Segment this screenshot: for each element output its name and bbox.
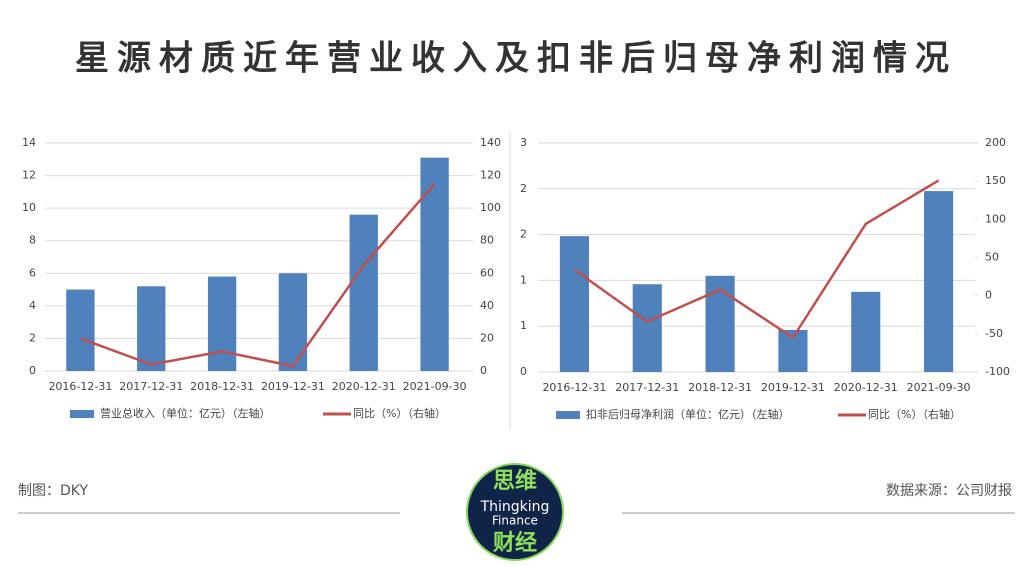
y-tick-label: 8 — [29, 234, 36, 247]
bar — [559, 236, 589, 372]
bar — [924, 191, 954, 372]
x-tick-label: 2021-09-30 — [907, 381, 971, 394]
line — [573, 179, 940, 340]
x-tick-label: 2016-12-31 — [48, 380, 112, 393]
y2-tick-label: 60 — [480, 266, 494, 279]
logo-text: 财经 — [493, 530, 537, 556]
y-tick-label: 3 — [520, 136, 527, 149]
bar — [137, 286, 166, 371]
y-tick-label: 2 — [29, 331, 36, 344]
y2-tick-label: 20 — [480, 331, 494, 344]
x-tick-label: 2020-12-31 — [332, 380, 396, 393]
x-tick-label: 2021-09-30 — [403, 380, 467, 393]
y-tick-label: 6 — [29, 266, 36, 279]
logo-circle — [466, 463, 564, 561]
y-tick-label: 12 — [22, 169, 36, 182]
y-tick-label: 1 — [520, 273, 527, 286]
x-tick-label: 2018-12-31 — [688, 381, 752, 394]
bar — [705, 275, 735, 372]
page-title: 星源材质近年营业收入及扣非后归母净利润情况 — [75, 39, 957, 79]
x-tick-label: 2019-12-31 — [761, 381, 825, 394]
legend-swatch — [70, 410, 94, 418]
x-tick-label: 2017-12-31 — [119, 380, 183, 393]
credit: 制图：DKY — [18, 483, 88, 499]
y2-tick-label: 50 — [985, 251, 999, 264]
bar — [66, 289, 95, 371]
y2-tick-label: 140 — [480, 136, 501, 149]
x-tick-label: 2017-12-31 — [615, 381, 679, 394]
y-tick-label: 4 — [29, 299, 36, 312]
logo-text: 思维 — [493, 468, 537, 494]
y2-tick-label: 100 — [985, 212, 1006, 225]
y2-tick-label: 80 — [480, 234, 494, 247]
bar — [349, 214, 378, 371]
y2-tick-label: 100 — [480, 201, 501, 214]
y2-tick-label: 0 — [480, 364, 487, 377]
legend-label: 扣非后归母净利润（单位：亿元）（左轴） — [586, 407, 790, 421]
bar — [207, 276, 237, 371]
y2-tick-label: -100 — [985, 365, 1010, 378]
y-tick-label: 2 — [520, 182, 527, 195]
x-tick-label: 2019-12-31 — [261, 380, 325, 393]
bar — [632, 284, 662, 372]
logo: 思维 Thingking Finance 财经 — [466, 463, 564, 561]
y-tick-label: 0 — [29, 364, 36, 377]
bar — [420, 157, 449, 371]
bar — [851, 291, 881, 372]
legend-label: 同比（%）（右轴） — [868, 407, 961, 421]
y-tick-label: 0 — [520, 365, 527, 378]
y-tick-label: 14 — [22, 136, 36, 149]
y2-tick-label: -50 — [985, 327, 1003, 340]
source: 数据来源：公司财报 — [886, 483, 1012, 499]
line — [79, 182, 436, 368]
x-tick-label: 2018-12-31 — [190, 380, 254, 393]
logo-text: Finance — [492, 514, 538, 528]
legend-label: 同比（%）（右轴） — [353, 406, 446, 420]
y-tick-label: 10 — [22, 201, 36, 214]
legend-label: 营业总收入（单位：亿元）（左轴） — [100, 406, 271, 420]
x-tick-label: 2020-12-31 — [834, 381, 898, 394]
legend-swatch — [556, 411, 580, 419]
bar — [278, 273, 308, 371]
logo-text: Thingking — [480, 499, 550, 515]
y2-tick-label: 0 — [985, 289, 992, 302]
y2-tick-label: 120 — [480, 169, 501, 182]
y2-tick-label: 40 — [480, 299, 494, 312]
y2-tick-label: 150 — [985, 174, 1006, 187]
x-tick-label: 2016-12-31 — [542, 381, 606, 394]
y-tick-label: 2 — [520, 228, 527, 241]
y-tick-label: 1 — [520, 319, 527, 332]
y2-tick-label: 200 — [985, 136, 1006, 149]
